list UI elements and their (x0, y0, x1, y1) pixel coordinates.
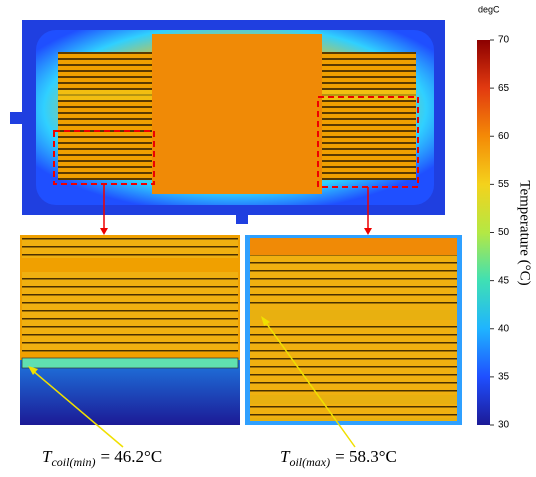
colorbar (477, 40, 490, 425)
unit-label: degC (478, 4, 500, 14)
annotation-text: = 58.3°C (335, 447, 397, 466)
colorbar-tick-label: 65 (498, 83, 510, 94)
colorbar-tick-label: 50 (498, 227, 510, 238)
annotation-subscript: coil(min) (51, 455, 95, 469)
colorbar-tick-label: 30 (498, 420, 510, 431)
colorbar-tick-label: 45 (498, 275, 510, 286)
colorbar-label: Temperature (°C) (517, 180, 533, 285)
annotation-subscript: oil(max) (289, 455, 330, 469)
simulation-image (10, 20, 462, 447)
colorbar-tick-label: 55 (498, 179, 510, 190)
colorbar-tick-label: 35 (498, 372, 510, 383)
annotation: Toil(max)= 58.3°C (280, 447, 397, 469)
colorbar-tick-label: 60 (498, 131, 510, 142)
annotation: Tcoil(min)= 46.2°C (42, 447, 162, 469)
annotation-text: = 46.2°C (100, 447, 162, 466)
figure: degC Temperature (°C) 30 35 40 45 50 55 60 65 70… (0, 0, 536, 472)
colorbar-tick-label: 70 (498, 35, 510, 46)
colorbar-tick-label: 40 (498, 323, 510, 334)
